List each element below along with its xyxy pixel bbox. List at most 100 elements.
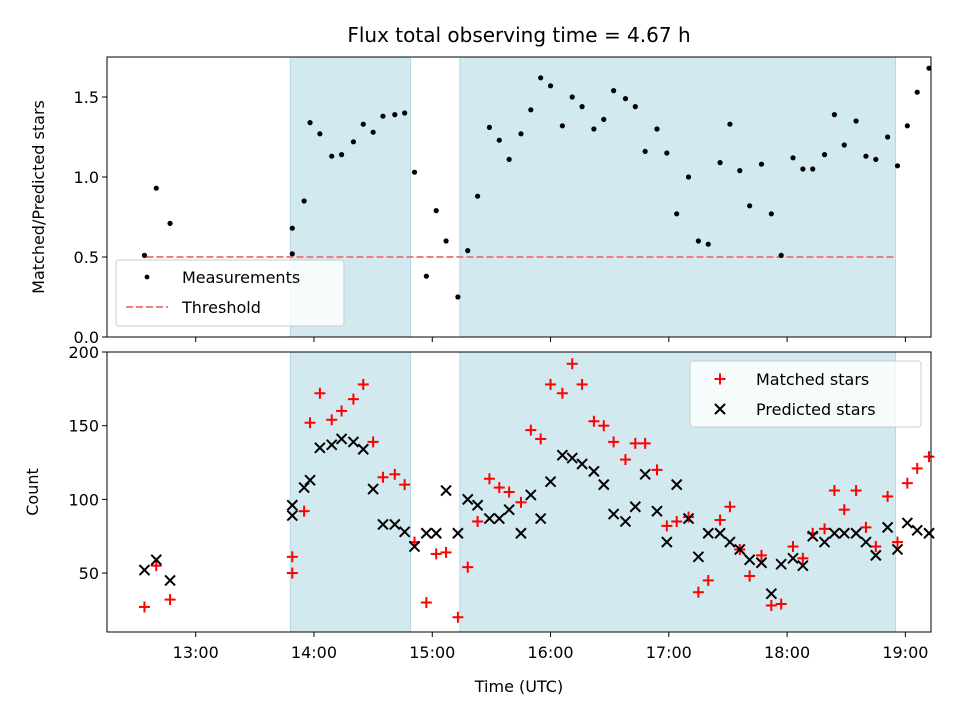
matched-star-point (545, 378, 557, 390)
predicted-star-point (607, 508, 620, 520)
measurement-point (674, 211, 680, 217)
predicted-star-point (566, 452, 578, 464)
measurement-point (569, 94, 575, 100)
matched-star-point (286, 551, 298, 563)
measurement-point (411, 169, 418, 175)
measurement-point (873, 156, 879, 162)
measurement-point (370, 129, 376, 135)
predicted-star-point (377, 518, 389, 531)
matched-star-point (367, 436, 379, 448)
measurement-point (506, 156, 512, 162)
matched-star-point (683, 511, 695, 523)
predicted-star-point (629, 501, 642, 513)
top-axes-frame (106, 56, 932, 338)
measurement-point (778, 252, 784, 258)
matched-star-point (671, 515, 683, 527)
matched-star-point (440, 546, 452, 558)
measurement-point (926, 65, 932, 71)
measurement-point (664, 150, 670, 156)
measurement-point (329, 153, 335, 159)
top-observing-intervals (289, 56, 897, 338)
matched-star-point (860, 521, 872, 533)
predicted-star-point (544, 475, 557, 488)
matched-star-point (164, 594, 176, 606)
legend-predicted-marker (714, 403, 726, 415)
measurement-point (350, 139, 357, 145)
bottom-legend: Matched stars Predicted stars (689, 360, 922, 428)
matched-star-point (661, 520, 673, 532)
predicted-star-point (298, 481, 310, 494)
matched-star-point (314, 387, 326, 399)
predicted-star-point (661, 536, 673, 548)
measurement-point (338, 152, 345, 158)
matched-star-point (399, 479, 411, 491)
measurement-point (455, 294, 461, 300)
predicted-star-point (493, 512, 505, 525)
predicted-star-point (702, 527, 714, 539)
legend-matched-label: Matched stars (756, 370, 869, 389)
bottom-x-ticks: 13:00 14:00 15:00 16:00 17:00 18:00 19:00 (173, 632, 928, 662)
observing-interval (459, 56, 897, 338)
predicted-star-point (881, 521, 894, 534)
measurement-point (695, 238, 701, 244)
predicted-star-point (850, 527, 862, 539)
predicted-star-point (420, 527, 433, 539)
matched-star-point (608, 436, 620, 448)
predicted-star-point (724, 536, 736, 548)
measurement-point (747, 203, 753, 209)
measurement-point (632, 104, 638, 110)
matched-star-point (651, 464, 663, 476)
predicted-star-point (150, 554, 162, 566)
predicted-star-point (714, 527, 726, 539)
predicted-star-point (619, 515, 632, 528)
matched-star-point (377, 471, 389, 483)
measurement-point (654, 126, 660, 132)
x-tick-label: 19:00 (882, 643, 928, 662)
measurement-point (717, 160, 723, 166)
predicted-star-point (286, 509, 299, 522)
measurement-point (433, 208, 439, 214)
matched-star-point (566, 358, 578, 370)
matched-star-point (503, 486, 515, 498)
predicted-star-point (901, 517, 914, 529)
predicted-star-point (304, 474, 316, 486)
predicted-star-point (452, 527, 464, 539)
legend-measurements-label: Measurements (182, 268, 300, 287)
predicted-star-point (797, 559, 809, 572)
legend-x-glyph (714, 403, 726, 415)
measurement-point (538, 75, 544, 81)
matched-star-point (702, 574, 714, 586)
predicted-star-point (408, 540, 421, 553)
matched-star-point (150, 560, 162, 572)
matched-star-point (755, 549, 767, 561)
matched-star-point (598, 420, 610, 432)
measurement-point (579, 104, 585, 110)
measurement-point (559, 123, 565, 129)
x-axis-label: Time (UTC) (474, 677, 563, 696)
predicted-star-point (367, 483, 379, 495)
predicted-star-point (389, 518, 401, 531)
x-tick-label: 18:00 (764, 643, 810, 662)
measurement-point (486, 124, 493, 130)
bottom-legend-box (689, 360, 922, 428)
x-tick-label: 17:00 (646, 643, 692, 662)
predicted-star-point (430, 527, 442, 539)
measurement-point (810, 166, 816, 172)
measurement-point (307, 120, 313, 126)
bottom-y-axis-label: Count (23, 468, 42, 516)
chart-title: Flux total observing time = 4.67 h (347, 23, 690, 47)
predicted-star-point (870, 549, 882, 562)
measurement-point (392, 112, 398, 118)
top-y-axis-label: Matched/Predicted stars (29, 100, 48, 294)
predicted-star-point (347, 436, 360, 448)
predicted-star-point (807, 530, 819, 542)
matched-star-point (420, 597, 432, 609)
predicted-star-point (335, 433, 348, 445)
matched-star-point (923, 451, 935, 463)
matched-star-point (326, 414, 338, 426)
predicted-star-point (692, 551, 705, 563)
predicted-star-point (787, 552, 799, 565)
measurement-point (841, 142, 847, 148)
top-x-ticks (195, 337, 906, 342)
